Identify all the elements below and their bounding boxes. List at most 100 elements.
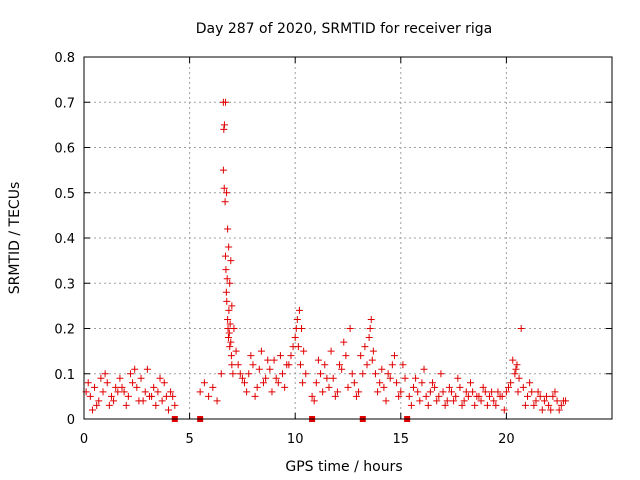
data-point (129, 379, 137, 387)
data-point (511, 370, 519, 378)
data-point (502, 388, 510, 396)
data-point (234, 361, 242, 369)
data-point (547, 406, 555, 414)
data-point (414, 388, 422, 396)
data-point (441, 401, 449, 409)
data-point (226, 279, 234, 287)
data-point (101, 370, 109, 378)
data-point (253, 383, 261, 391)
data-point (300, 347, 308, 355)
data-point (380, 383, 388, 391)
data-point (251, 392, 259, 400)
data-point (488, 388, 496, 396)
data-point (553, 397, 561, 405)
data-point (464, 392, 472, 400)
data-point (232, 347, 240, 355)
data-point (285, 361, 293, 369)
data-point (223, 189, 231, 197)
data-point (331, 392, 339, 400)
data-point (222, 266, 230, 274)
data-point (450, 397, 458, 405)
data-point (272, 374, 280, 382)
y-tick-label: 0 (67, 413, 75, 428)
data-point (169, 392, 177, 400)
data-point (133, 383, 141, 391)
data-point (217, 370, 225, 378)
data-point (325, 383, 333, 391)
data-point (257, 347, 265, 355)
data-point (475, 392, 483, 400)
data-point (302, 370, 310, 378)
data-point (424, 401, 432, 409)
data-point (538, 406, 546, 414)
data-point (433, 397, 441, 405)
data-point (494, 388, 502, 396)
data-point (224, 315, 232, 323)
y-tick-label: 0.4 (54, 232, 75, 247)
data-point (509, 356, 517, 364)
data-point (443, 397, 451, 405)
data-point (131, 365, 139, 373)
data-point (99, 388, 107, 396)
data-point (141, 388, 149, 396)
data-point (460, 397, 468, 405)
data-point (294, 343, 302, 351)
data-point (534, 388, 542, 396)
data-point (164, 406, 172, 414)
data-point (348, 370, 356, 378)
x-tick-label: 10 (287, 432, 304, 447)
data-point (437, 370, 445, 378)
y-tick-label: 0.6 (54, 142, 75, 157)
data-point (158, 397, 166, 405)
data-point (226, 343, 234, 351)
data-point (291, 334, 299, 342)
data-point (224, 334, 232, 342)
data-point (222, 288, 230, 296)
data-point (308, 392, 316, 400)
data-point (456, 383, 464, 391)
data-point (228, 302, 236, 310)
data-point (310, 397, 318, 405)
data-point (492, 401, 500, 409)
data-point (466, 379, 474, 387)
data-point (228, 361, 236, 369)
data-point (279, 370, 287, 378)
data-point (200, 379, 208, 387)
data-point (88, 406, 96, 414)
data-point (225, 329, 233, 337)
data-point (255, 365, 263, 373)
data-point (295, 306, 303, 314)
data-point (292, 325, 300, 332)
data-point (428, 379, 436, 387)
data-point (122, 401, 130, 409)
data-point (296, 361, 304, 369)
data-point (220, 121, 228, 129)
data-point (366, 325, 374, 332)
grid (84, 57, 612, 419)
data-point (249, 361, 257, 369)
data-point (481, 388, 489, 396)
data-point (299, 379, 307, 387)
data-point (435, 392, 443, 400)
data-point (118, 383, 126, 391)
data-point (479, 383, 487, 391)
data-point (517, 325, 525, 332)
data-point (374, 388, 382, 396)
data-point (86, 392, 94, 400)
data-point (148, 392, 156, 400)
data-point (270, 356, 278, 364)
data-point (340, 338, 348, 346)
data-point (452, 392, 460, 400)
data-point (107, 392, 115, 400)
x-tick-label: 15 (393, 432, 410, 447)
data-point (268, 388, 276, 396)
data-point (171, 401, 179, 409)
data-point (363, 361, 371, 369)
data-point (317, 370, 325, 378)
data-point (137, 374, 145, 382)
plot-frame (83, 56, 613, 420)
y-tick-label: 0.2 (54, 323, 75, 338)
data-point (219, 98, 227, 106)
data-point (196, 388, 204, 396)
data-point (507, 379, 515, 387)
